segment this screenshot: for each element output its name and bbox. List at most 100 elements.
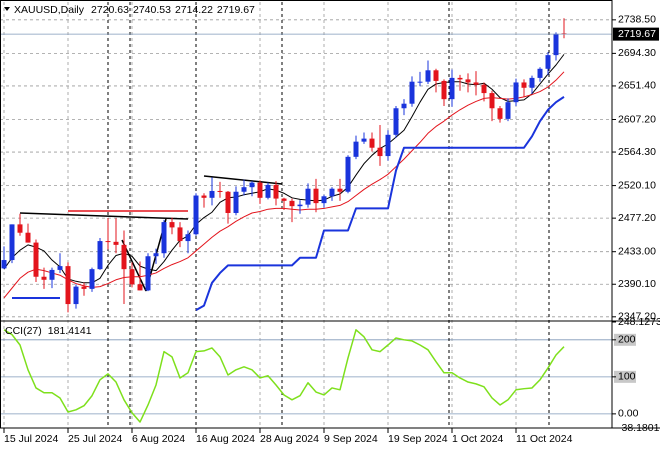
current-price-label: 2719.67 [618,28,656,40]
candle-body [521,82,527,88]
candle-body [513,82,519,103]
candle-body [161,222,167,254]
candle-body [417,81,423,83]
candle-body [465,79,471,83]
candle-body [241,187,247,192]
open-value: 2720.63 [91,4,129,16]
close-value: 2719.67 [217,4,255,16]
y-tick-label: 2651.40 [618,80,656,92]
candle-body [209,190,215,198]
x-tick-label: 16 Aug 2024 [196,433,255,445]
y-tick-label: 2347.20 [618,311,656,323]
candle-body [345,156,351,192]
candle-body [433,70,439,81]
candle-body [497,108,503,119]
candle-body [401,103,407,109]
y-tick-label: 2477.20 [618,212,656,224]
low-value: 2714.22 [175,4,213,16]
candle-body [265,184,271,198]
x-tick-label: 19 Sep 2024 [388,433,448,445]
y-tick-label: 2738.50 [618,14,656,26]
plot-layer [0,18,612,423]
candle-body [201,195,207,198]
candle-body [489,93,495,109]
candle-body [9,224,15,261]
candle-body [49,269,55,280]
candle-body [177,227,183,242]
y-tick-label: 200 [618,334,636,346]
x-tick-label: 1 Oct 2024 [452,433,504,445]
y-tick-label: 100 [618,371,636,383]
candle-body [297,204,303,207]
candle-body [457,77,463,80]
candle-body [529,77,535,88]
current-price-box [613,27,659,41]
x-tick-label: 11 Oct 2024 [516,433,573,445]
candle-body [425,70,431,82]
candle-body [305,188,311,205]
candle-body [81,286,87,289]
candle-body [41,276,47,280]
candle-body [105,241,111,243]
candle-body [553,33,559,56]
y-tick-label: 0.00 [618,408,639,420]
candle-body [1,260,7,269]
y-tick-label: 2694.30 [618,47,656,59]
indicator-line [195,96,565,312]
candle-body [409,81,415,104]
menu-triangle[interactable] [4,7,10,11]
y-tick-label: 2564.30 [618,146,656,158]
candle-body [225,191,231,213]
candle-body [361,138,367,142]
x-tick-label: 28 Aug 2024 [260,433,319,445]
high-value: 2740.53 [133,4,171,16]
candle-body [65,266,71,305]
candle-body [233,191,239,213]
candle-body [257,182,263,198]
trend-line [203,175,283,185]
candle-body [377,147,383,157]
candle-body [393,108,399,135]
indicator-line [3,329,565,423]
candle-body [505,102,511,119]
indicator-name: CCI(27) [5,325,42,337]
candle-body [321,196,327,204]
candle-body [441,80,447,100]
candle-body [313,188,319,204]
candle-body [17,224,23,233]
candle-body [185,234,191,242]
y-tick-label: 248.1273 [618,316,660,328]
candle-body [121,244,127,270]
candle-body [545,55,551,69]
trend-line [19,212,189,220]
candle-body [33,242,39,277]
candle-body [289,200,295,207]
candle-body [537,68,543,78]
level-label-box [614,370,636,383]
chart-header: XAUUSD,Daily 2720.63 2740.53 2714.22 2719.67 [14,4,255,16]
y-tick-label: 2520.10 [618,179,656,191]
indicator-value: 181.4141 [48,325,92,337]
candle-body [73,286,79,305]
indicator-header: CCI(27) 181.4141 [5,325,92,337]
candle-body [385,134,391,157]
candle-body [249,182,255,188]
candle-body [97,241,103,270]
candle-body [337,188,343,192]
candle-body [129,269,135,285]
x-tick-label: 9 Sep 2024 [324,433,378,445]
candle-body [193,195,199,235]
candle-body [449,77,455,100]
candle-body [113,241,119,245]
candle-body [145,256,151,291]
level-label-box [614,333,636,346]
candle-body [473,82,479,85]
y-tick-label: 2607.20 [618,113,656,125]
candle-body [353,141,359,157]
candle-body [169,222,175,228]
candle-body [217,190,223,192]
y-tick-label: 2433.00 [618,245,656,257]
candle-body [273,184,279,199]
candle-body [481,84,487,94]
